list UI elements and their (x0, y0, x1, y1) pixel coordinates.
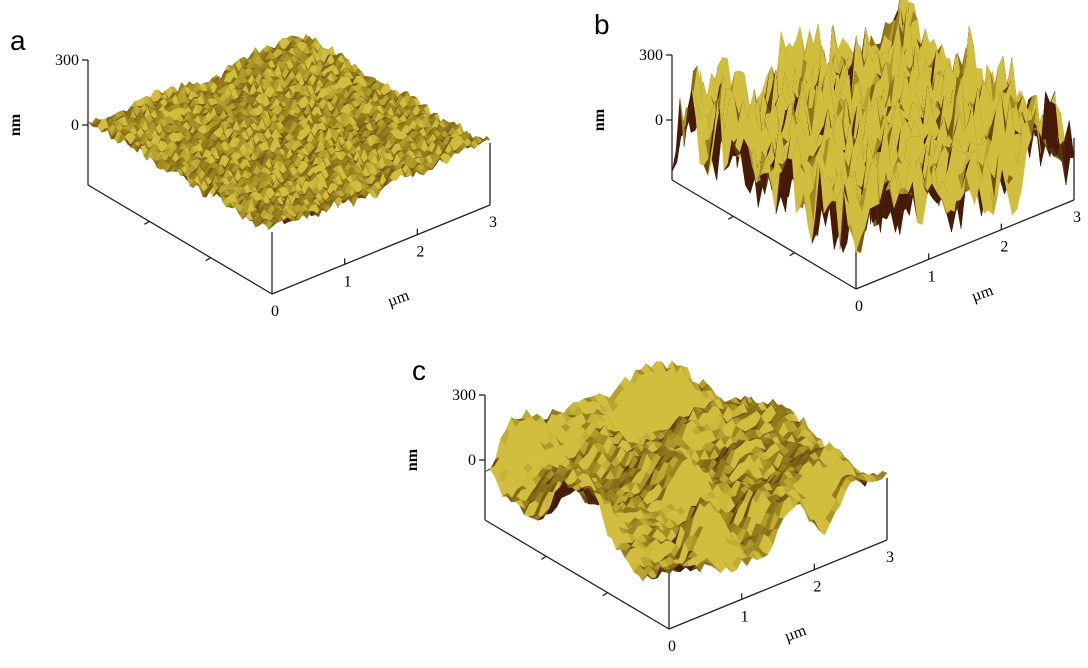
x-unit: µm (385, 287, 412, 311)
x-tick-label: 3 (489, 214, 497, 231)
surface-facet (482, 135, 491, 142)
panel: b 300 0 nm 0 1 2 3 µm (591, 0, 1081, 315)
z-unit: nm (591, 108, 608, 131)
x-unit: µm (969, 282, 996, 306)
x-tick-label: 0 (855, 298, 863, 315)
z-unit: nm (7, 113, 24, 136)
tick (789, 252, 796, 257)
z-tick-label: 0 (655, 112, 663, 129)
x-tick-label: 0 (271, 303, 279, 320)
x-tick-label: 1 (344, 273, 352, 290)
x-tick-label: 3 (1073, 209, 1081, 226)
panel-label: a (10, 25, 26, 56)
z-tick-label: 300 (55, 52, 79, 69)
x-tick-label: 1 (928, 268, 936, 285)
x-tick-label: 2 (1000, 239, 1008, 256)
tick (143, 220, 150, 225)
tick (727, 215, 734, 220)
panel: a 300 0 nm 0 1 2 3 µm (7, 25, 497, 320)
panel-label: b (594, 9, 610, 40)
surface (671, 0, 1075, 254)
x-tick-label: 2 (416, 244, 424, 261)
z-tick-label: 300 (639, 47, 663, 64)
tick (205, 257, 212, 262)
surface (87, 33, 491, 231)
z-tick-label: 0 (71, 117, 79, 134)
bottom-edge (271, 204, 491, 295)
surface-facet (671, 136, 681, 172)
bottom-edge (87, 184, 273, 295)
